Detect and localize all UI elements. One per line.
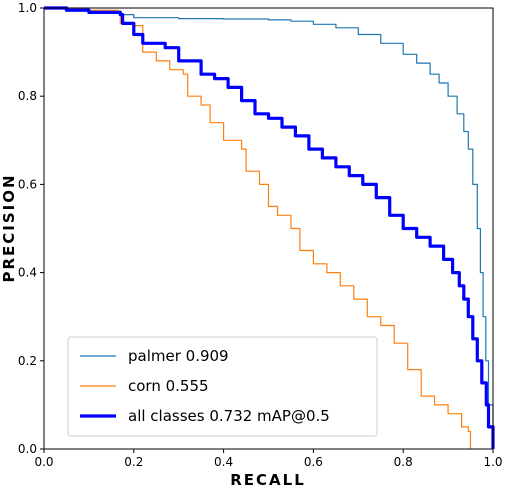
y-tick-label: 1.0 — [18, 1, 37, 15]
x-tick-label: 0.8 — [394, 455, 413, 469]
y-tick-label: 0.0 — [18, 442, 37, 456]
series-line-1 — [44, 7, 494, 449]
axis-ticks: 0.0 0.2 0.4 0.6 0.8 1.0 0.0 0.2 0.4 0.6 0.8 1.0 — [18, 1, 503, 469]
y-tick-label: 0.8 — [18, 89, 37, 103]
legend-label-2: corn 0.555 — [128, 377, 209, 395]
plot-frame — [43, 7, 494, 450]
x-tick-label: 0.0 — [34, 455, 53, 469]
x-tick-label: 0.4 — [214, 455, 233, 469]
series-line-3 — [44, 6, 495, 449]
x-axis-title: RECALL — [230, 471, 306, 489]
x-tick-label: 0.2 — [124, 455, 143, 469]
legend-frame — [67, 336, 378, 437]
legend: palmer 0.909 corn 0.555 all classes 0.732 … — [67, 336, 378, 437]
series-layer — [44, 6, 495, 449]
y-tick-label: 0.4 — [18, 266, 37, 280]
legend-label-1: palmer 0.909 — [128, 347, 229, 365]
x-tick-label: 1.0 — [483, 455, 502, 469]
legend-label-3: all classes 0.732 mAP@0.5 — [128, 407, 330, 425]
y-tick-label: 0.6 — [18, 177, 37, 191]
y-axis-title: PRECISION — [0, 173, 18, 282]
y-tick-label: 0.2 — [18, 354, 37, 368]
x-tick-label: 0.6 — [304, 455, 323, 469]
series-line-2 — [44, 7, 472, 449]
